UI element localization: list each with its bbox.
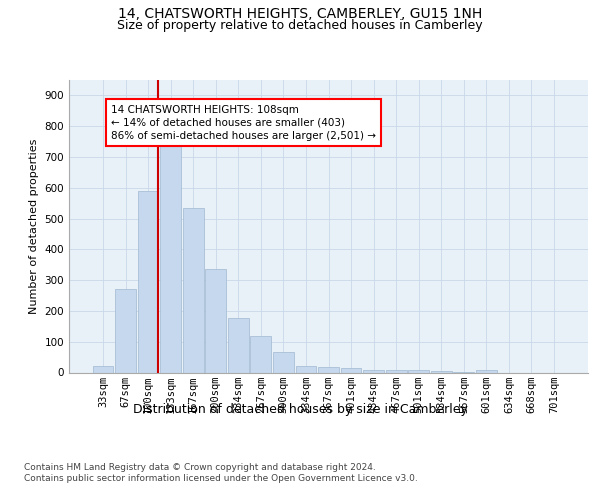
Bar <box>228 318 248 372</box>
Text: Size of property relative to detached houses in Camberley: Size of property relative to detached ho… <box>117 19 483 32</box>
Bar <box>318 367 339 372</box>
Bar <box>296 366 316 372</box>
Bar <box>160 146 181 372</box>
Bar <box>205 270 226 372</box>
Text: 14, CHATSWORTH HEIGHTS, CAMBERLEY, GU15 1NH: 14, CHATSWORTH HEIGHTS, CAMBERLEY, GU15 … <box>118 8 482 22</box>
Bar <box>386 370 407 372</box>
Y-axis label: Number of detached properties: Number of detached properties <box>29 138 39 314</box>
Bar <box>341 368 361 372</box>
Bar <box>183 208 203 372</box>
Bar <box>115 290 136 372</box>
Bar <box>431 370 452 372</box>
Bar <box>273 352 294 372</box>
Text: Contains public sector information licensed under the Open Government Licence v3: Contains public sector information licen… <box>24 474 418 483</box>
Bar <box>363 370 384 372</box>
Bar <box>476 370 497 372</box>
Text: 14 CHATSWORTH HEIGHTS: 108sqm
← 14% of detached houses are smaller (403)
86% of : 14 CHATSWORTH HEIGHTS: 108sqm ← 14% of d… <box>111 104 376 141</box>
Bar <box>409 370 429 372</box>
Bar <box>92 366 113 372</box>
Bar <box>137 191 158 372</box>
Bar <box>250 336 271 372</box>
Text: Contains HM Land Registry data © Crown copyright and database right 2024.: Contains HM Land Registry data © Crown c… <box>24 462 376 471</box>
Text: Distribution of detached houses by size in Camberley: Distribution of detached houses by size … <box>133 402 467 415</box>
